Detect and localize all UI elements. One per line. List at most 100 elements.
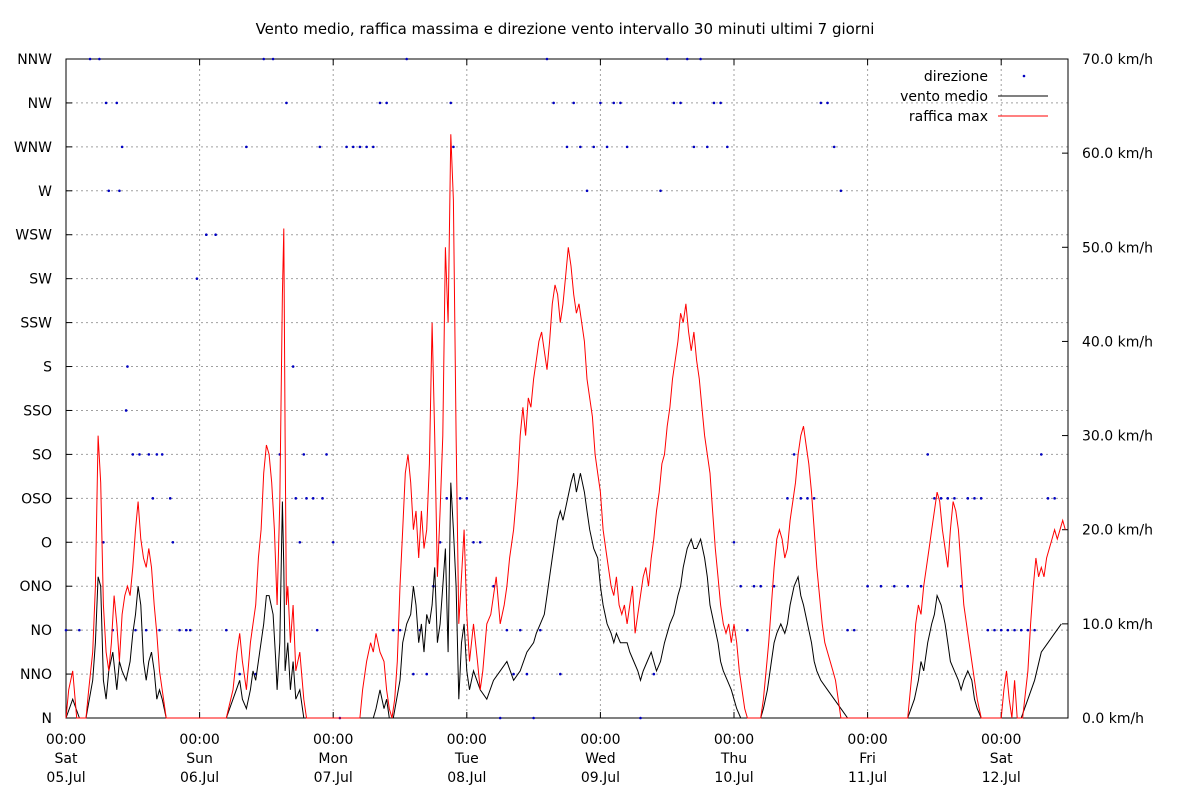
direction-point (238, 672, 241, 676)
direction-point (171, 540, 175, 544)
direction-point (939, 497, 943, 500)
y2-tick-label: 70.0 km/h (1082, 52, 1153, 68)
direction-point (124, 409, 128, 412)
direction-point (959, 584, 963, 588)
direction-point (505, 628, 509, 632)
axes: N NNO NO ONO O OSO SO SSO S SSW SW WSW W WNW NW NNW 0.0 … (14, 52, 1153, 786)
direction-point (659, 189, 662, 193)
direction-point (512, 672, 515, 676)
direction-point (365, 145, 368, 149)
direction-point (812, 497, 816, 500)
y2-tick-label: 10.0 km/h (1082, 617, 1153, 633)
direction-point (98, 57, 101, 61)
direction-point (679, 101, 682, 105)
direction-point (639, 716, 642, 720)
direction-point (188, 628, 192, 632)
direction-point (315, 628, 319, 632)
direction-point (599, 101, 602, 105)
series (64, 57, 1066, 720)
y1-tick-label: OSO (21, 491, 52, 507)
x-tick-date: 08.Jul (447, 770, 486, 786)
direction-point (759, 584, 763, 588)
direction-point (826, 101, 829, 105)
direction-point (262, 57, 266, 61)
direction-point (926, 453, 930, 456)
y1-tick-label: SSW (20, 316, 52, 332)
direction-point (392, 628, 395, 632)
direction-point (138, 453, 141, 456)
direction-point (64, 628, 68, 632)
direction-point (214, 233, 217, 237)
direction-point (665, 57, 669, 61)
direction-point (619, 101, 622, 105)
direction-point (155, 453, 159, 456)
direction-point (438, 540, 442, 544)
direction-point (832, 145, 836, 149)
chart-title: Vento medio, raffica massima e direzione… (256, 20, 875, 38)
direction-point (538, 628, 542, 632)
direction-point (147, 453, 151, 456)
direction-point (518, 628, 522, 632)
direction-point (839, 189, 843, 193)
direction-point (552, 101, 555, 105)
direction-point (1026, 628, 1030, 632)
direction-point (492, 584, 495, 588)
direction-point (1039, 453, 1043, 456)
x-tick-time: 00:00 (179, 732, 219, 748)
direction-point (1053, 497, 1056, 500)
y2-tick-label: 60.0 km/h (1082, 146, 1153, 162)
series-vento-medio-line (65, 473, 1062, 719)
direction-point (966, 497, 970, 500)
y1-tick-label: NW (28, 96, 52, 112)
direction-point (271, 57, 275, 61)
direction-point (102, 540, 105, 544)
y1-tick-label: WNW (14, 140, 52, 156)
y1-tick-label: NO (31, 623, 53, 639)
direction-point (311, 497, 315, 500)
legend-label: direzione (924, 69, 988, 85)
y1-tick-label: WSW (15, 228, 52, 244)
x-tick-date: 11.Jul (848, 770, 887, 786)
direction-point (321, 497, 324, 500)
y1-tick-label: O (41, 535, 52, 551)
direction-point (579, 145, 582, 149)
y2-tick-label: 40.0 km/h (1082, 334, 1153, 350)
direction-point (652, 672, 656, 676)
direction-point (385, 101, 388, 105)
direction-point (1019, 628, 1023, 632)
x-tick-time: 00:00 (313, 732, 353, 748)
direction-point (118, 189, 121, 193)
direction-point (919, 584, 923, 588)
x-tick-date: 07.Jul (314, 770, 353, 786)
direction-point (726, 145, 729, 149)
direction-point (245, 145, 248, 149)
direction-point (799, 497, 803, 500)
direction-point (498, 716, 502, 720)
direction-point (131, 453, 135, 456)
direction-point (168, 497, 172, 500)
direction-point (953, 497, 956, 500)
direction-point (532, 716, 535, 720)
y2-tick-label: 30.0 km/h (1082, 429, 1153, 445)
direction-point (979, 497, 983, 500)
direction-point (151, 497, 155, 500)
direction-point (225, 628, 228, 632)
direction-point (792, 453, 796, 456)
direction-point (866, 584, 869, 588)
x-tick-day: Sun (186, 751, 213, 767)
direction-point (318, 145, 322, 149)
direction-point (331, 540, 335, 544)
direction-point (398, 628, 402, 632)
direction-point (612, 101, 616, 105)
direction-point (178, 628, 181, 632)
x-tick-day: Sat (55, 751, 78, 767)
direction-point (592, 145, 596, 149)
direction-point (525, 672, 529, 676)
y1-tick-label: ONO (19, 579, 52, 595)
direction-point (478, 540, 482, 544)
direction-point (104, 101, 108, 105)
direction-point (345, 145, 348, 149)
direction-point (291, 365, 295, 368)
